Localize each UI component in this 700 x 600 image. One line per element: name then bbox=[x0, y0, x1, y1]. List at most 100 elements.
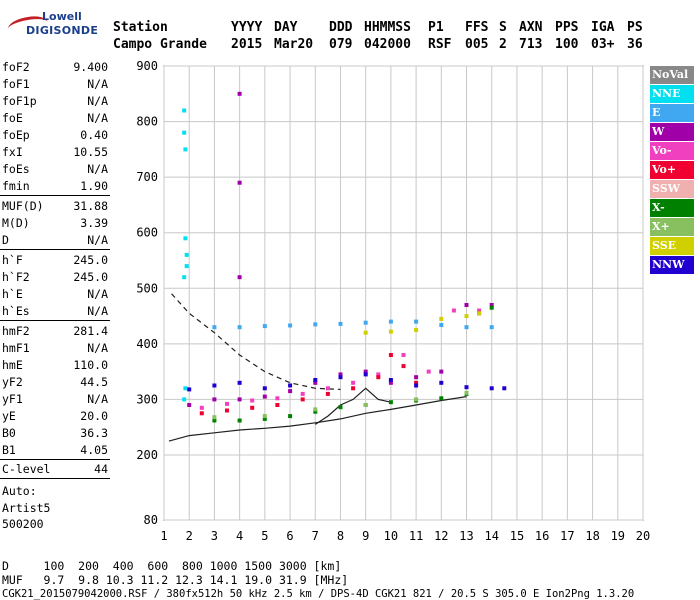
x-tick-label: 3 bbox=[211, 529, 218, 543]
param-value: N/A bbox=[87, 341, 108, 355]
echo-point-e bbox=[313, 322, 318, 327]
echo-point-vo bbox=[250, 398, 255, 403]
param-value: 110.0 bbox=[73, 358, 108, 372]
param-row: M(D) 3.39 bbox=[2, 216, 108, 230]
echo-point-x bbox=[262, 416, 267, 421]
echo-point-vo bbox=[300, 397, 305, 402]
muf-scale-row: MUF 9.7 9.8 10.3 11.2 12.3 14.1 19.0 31.… bbox=[2, 573, 349, 587]
legend-item-x: X+ bbox=[650, 218, 694, 236]
param-key: yF1 bbox=[2, 392, 23, 406]
echo-point-nnw bbox=[439, 380, 444, 385]
echo-point-e bbox=[414, 319, 419, 324]
param-value: N/A bbox=[87, 162, 108, 176]
echo-point-w bbox=[464, 303, 469, 307]
echo-point-vo bbox=[199, 405, 204, 410]
y-tick-label: 800 bbox=[136, 115, 158, 129]
solid-trace-line bbox=[168, 396, 467, 442]
logo-line2: DIGISONDE bbox=[26, 24, 99, 37]
echo-point-w bbox=[388, 380, 393, 385]
echo-point-vo bbox=[414, 380, 419, 385]
echo-point-nnw bbox=[338, 375, 343, 380]
echo-point-x bbox=[313, 407, 318, 412]
echo-point-w bbox=[313, 380, 318, 385]
param-key: B1 bbox=[2, 443, 16, 457]
echo-point-w bbox=[212, 397, 217, 402]
param-key: yE bbox=[2, 409, 16, 423]
y-tick-label: 300 bbox=[136, 392, 158, 406]
echo-point-nnw bbox=[388, 378, 393, 382]
echo-point-nne bbox=[182, 130, 187, 135]
header-value-axn: 713 bbox=[519, 37, 543, 52]
header-value-iga: 03+ bbox=[591, 37, 615, 52]
x-tick-label: 12 bbox=[434, 529, 448, 543]
echo-point-e bbox=[288, 323, 293, 328]
echo-point-nne bbox=[182, 108, 187, 113]
echo-point-w bbox=[237, 397, 242, 402]
echo-point-w bbox=[237, 91, 242, 96]
param-row: foE N/A bbox=[2, 111, 108, 125]
distance-scale-row: D 100 200 400 600 800 1000 1500 3000 [km… bbox=[2, 559, 342, 573]
header-value-ddd: 079 bbox=[329, 37, 353, 52]
param-value: 9.400 bbox=[73, 60, 108, 74]
echo-point-sse bbox=[477, 311, 482, 316]
param-value: 281.4 bbox=[73, 324, 108, 338]
autoscaler-version: 500200 bbox=[2, 517, 44, 531]
echo-point-nnw bbox=[363, 372, 368, 377]
param-key: h`Es bbox=[2, 304, 30, 318]
header-value-ffs: 005 bbox=[465, 37, 489, 52]
x-tick-label: 4 bbox=[236, 529, 243, 543]
legend-item-vo: Vo+ bbox=[650, 161, 694, 179]
echo-point-x bbox=[363, 403, 368, 407]
divider bbox=[0, 320, 110, 321]
param-row: fmin 1.90 bbox=[2, 179, 108, 193]
param-value: N/A bbox=[87, 233, 108, 247]
header-label-station: Station bbox=[113, 20, 168, 35]
param-key: MUF(D) bbox=[2, 199, 44, 213]
echo-point-vo bbox=[401, 364, 406, 369]
header-value-year: 2015 bbox=[231, 37, 263, 52]
x-tick-label: 16 bbox=[535, 529, 549, 543]
x-tick-label: 17 bbox=[560, 529, 574, 543]
solid-trace-line bbox=[314, 387, 392, 425]
echo-point-nne bbox=[183, 236, 188, 241]
echo-point-nne bbox=[182, 397, 187, 402]
legend-item-sse: SSE bbox=[650, 237, 694, 255]
param-key: hmE bbox=[2, 358, 23, 372]
echo-point-x bbox=[212, 415, 217, 420]
param-row: yE 20.0 bbox=[2, 409, 108, 423]
echo-point-e bbox=[363, 320, 368, 325]
param-row: hmF1 N/A bbox=[2, 341, 108, 355]
echo-point-e bbox=[262, 324, 267, 329]
echo-point-vo bbox=[376, 372, 381, 377]
echo-point-vo bbox=[477, 308, 482, 313]
divider bbox=[0, 478, 110, 479]
echo-point-w bbox=[489, 303, 494, 307]
echo-point-vo bbox=[376, 375, 381, 380]
param-key: fxI bbox=[2, 145, 23, 159]
param-value: 20.0 bbox=[80, 409, 108, 423]
echo-point-nnw bbox=[262, 386, 267, 391]
legend-item-vo: Vo- bbox=[650, 142, 694, 160]
param-row: foEs N/A bbox=[2, 162, 108, 176]
y-tick-label: 700 bbox=[136, 170, 158, 184]
echo-point-e bbox=[212, 325, 217, 330]
x-tick-label: 9 bbox=[362, 529, 369, 543]
echo-point-nnw bbox=[313, 378, 318, 382]
echo-point-w bbox=[237, 180, 242, 185]
echo-point-vo bbox=[275, 403, 280, 407]
echo-point-vo bbox=[426, 369, 431, 374]
header-value-p1: RSF bbox=[428, 37, 452, 52]
echo-point-nnw bbox=[489, 386, 494, 391]
x-tick-label: 19 bbox=[611, 529, 625, 543]
echo-point-nne bbox=[183, 147, 188, 152]
echo-point-vo bbox=[388, 353, 393, 357]
param-value: 10.55 bbox=[73, 145, 108, 159]
param-row: h`Es N/A bbox=[2, 304, 108, 318]
header-label-s: S bbox=[499, 20, 507, 35]
header-label-hhmmss: HHMMSS bbox=[364, 20, 411, 35]
echo-point-e bbox=[489, 325, 494, 330]
param-value: N/A bbox=[87, 77, 108, 91]
param-value: 4.05 bbox=[80, 443, 108, 457]
legend-item-nnw: NNW bbox=[650, 256, 694, 274]
